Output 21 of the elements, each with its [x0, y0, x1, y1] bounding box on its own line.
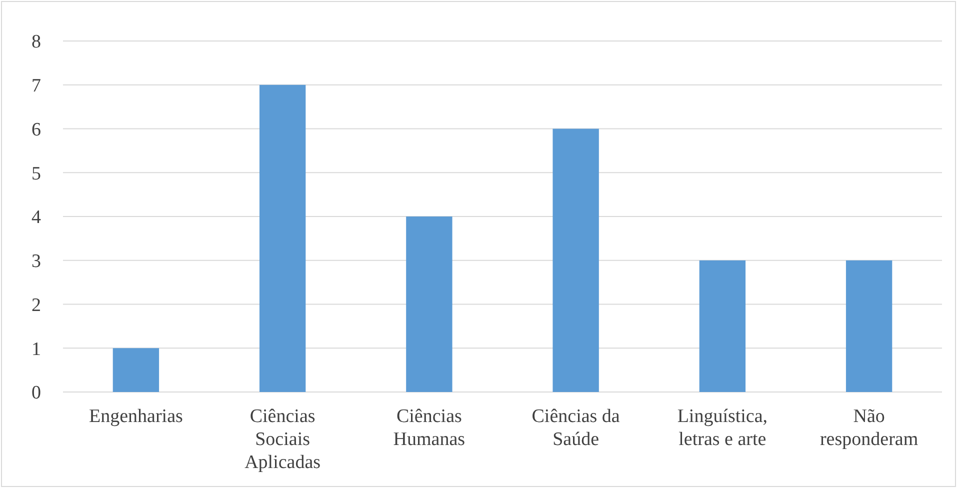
- bar: [406, 216, 452, 392]
- y-tick-label: 1: [32, 338, 41, 360]
- x-tick-label: Não responderam: [820, 406, 918, 450]
- x-tick-label: Ciências Humanas: [393, 406, 466, 450]
- y-tick-label: 3: [32, 251, 41, 272]
- y-tick-label: 7: [32, 76, 41, 97]
- bar: [699, 260, 746, 392]
- bar: [112, 348, 160, 392]
- x-tick-label: Ciências da Saúde: [532, 406, 620, 450]
- x-tick-label: Linguística, letras e arte: [677, 406, 768, 450]
- y-tick-label: 5: [32, 163, 41, 184]
- y-tick-label: 2: [32, 294, 41, 316]
- bar: [259, 84, 306, 392]
- y-tick-label: 8: [32, 32, 41, 53]
- x-tick-label: Ciências Sociais Aplicadas: [244, 406, 321, 473]
- bar: [552, 128, 599, 392]
- y-tick-label: 0: [32, 382, 41, 404]
- bar: [846, 260, 892, 392]
- y-tick-label: 6: [32, 119, 41, 140]
- x-tick-label: Engenharias: [88, 406, 183, 427]
- y-tick-label: 4: [32, 207, 42, 228]
